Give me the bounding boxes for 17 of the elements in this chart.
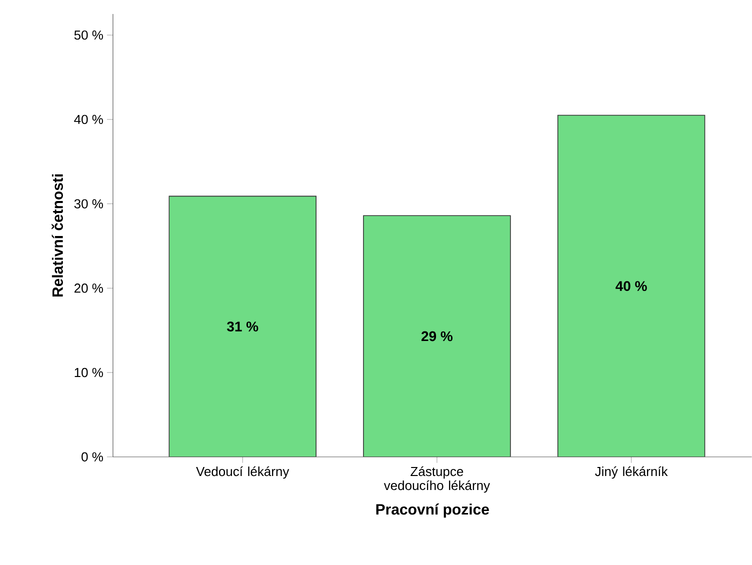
x-tick-label: Jiný lékárník <box>595 466 668 479</box>
x-tick-label: Vedoucí lékárny <box>196 466 290 479</box>
bar <box>557 114 706 457</box>
x-axis-title: Pracovní pozice <box>376 504 489 518</box>
data-label: 29 % <box>421 331 453 342</box>
y-tick-label: 0 % <box>82 452 103 462</box>
data-label: 40 % <box>616 281 647 292</box>
bar <box>363 215 511 457</box>
data-label: 31 % <box>226 322 258 332</box>
y-tick-label: 30 % <box>74 199 103 208</box>
bar <box>168 196 316 457</box>
y-tick-label: 40 % <box>74 114 103 124</box>
y-tick-label: 50 % <box>74 30 103 40</box>
y-tick-label: 10 % <box>74 368 103 378</box>
y-axis-title: Relativní četnosti <box>52 174 63 297</box>
y-tick-label: 20 % <box>74 284 103 293</box>
x-tick-label: Zástupce vedoucího lékárny <box>384 466 490 493</box>
